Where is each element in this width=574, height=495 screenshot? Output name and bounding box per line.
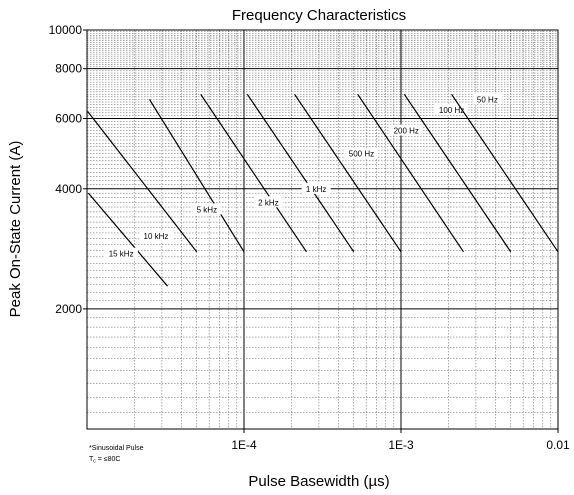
y-tick-label: 10000 — [49, 23, 83, 37]
series-label: 15 kHz — [109, 250, 134, 259]
series-label: 200 Hz — [394, 126, 419, 135]
x-axis-label: Pulse Basewidth (µs) — [248, 473, 389, 490]
series-line — [247, 94, 353, 252]
series-label: 10 kHz — [144, 232, 169, 241]
x-tick-label: 0.01 — [546, 438, 570, 452]
footnote-line-2: Tc = ≤80C — [89, 456, 120, 465]
plot-frame — [87, 30, 558, 429]
series-label: 500 Hz — [349, 150, 374, 159]
series-line — [358, 94, 464, 252]
footnote-condition: = ≤80C — [96, 456, 121, 463]
series-line — [452, 94, 558, 252]
series-line — [201, 94, 307, 252]
x-axis-ticks: 1E-4 1E-3 0.01 — [231, 429, 570, 452]
x-tick-label: 1E-4 — [231, 438, 257, 452]
plot-grid — [87, 30, 558, 429]
series-line — [295, 94, 401, 252]
series-label: 1 kHz — [306, 185, 326, 194]
chart-title: Frequency Characteristics — [232, 7, 406, 24]
footnote: *Sinusoidal Pulse Tc = ≤80C — [89, 445, 144, 465]
x-tick-label: 1E-3 — [388, 438, 414, 452]
series-label: 50 Hz — [477, 95, 498, 104]
series-label: 2 kHz — [258, 198, 278, 207]
y-tick-label: 8000 — [55, 62, 82, 76]
series-label: 5 kHz — [197, 205, 217, 214]
y-axis-ticks: 2000 4000 6000 8000 10000 — [49, 23, 87, 316]
y-tick-label: 4000 — [55, 182, 82, 196]
series-line — [404, 94, 510, 252]
y-tick-label: 2000 — [55, 302, 82, 316]
y-tick-label: 6000 — [55, 112, 82, 126]
footnote-line-1: *Sinusoidal Pulse — [89, 445, 144, 452]
y-axis-label: Peak On-State Current (A) — [7, 141, 24, 318]
